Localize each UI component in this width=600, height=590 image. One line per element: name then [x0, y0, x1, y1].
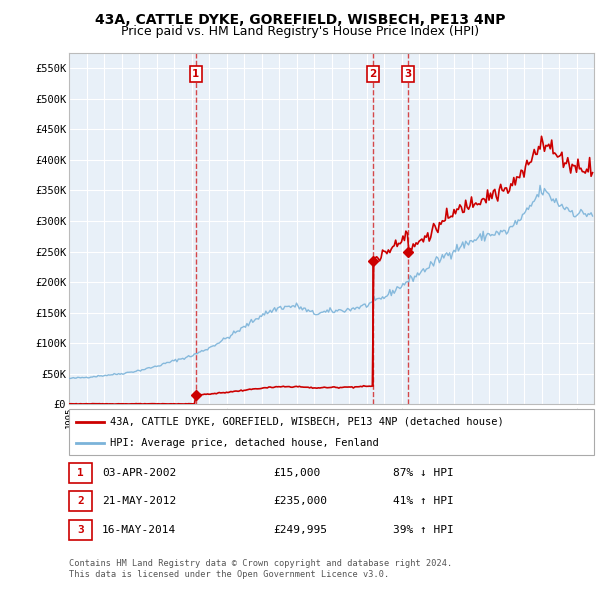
Text: Price paid vs. HM Land Registry's House Price Index (HPI): Price paid vs. HM Land Registry's House …	[121, 25, 479, 38]
Text: 21-MAY-2012: 21-MAY-2012	[102, 496, 176, 506]
Text: 41% ↑ HPI: 41% ↑ HPI	[393, 496, 454, 506]
Text: 03-APR-2002: 03-APR-2002	[102, 468, 176, 478]
Text: 1: 1	[192, 69, 199, 79]
Text: £249,995: £249,995	[273, 525, 327, 535]
Text: 3: 3	[404, 69, 412, 79]
Text: 43A, CATTLE DYKE, GOREFIELD, WISBECH, PE13 4NP (detached house): 43A, CATTLE DYKE, GOREFIELD, WISBECH, PE…	[110, 417, 503, 427]
Text: 1: 1	[77, 468, 84, 478]
Text: This data is licensed under the Open Government Licence v3.0.: This data is licensed under the Open Gov…	[69, 571, 389, 579]
Text: HPI: Average price, detached house, Fenland: HPI: Average price, detached house, Fenl…	[110, 438, 379, 448]
Text: 43A, CATTLE DYKE, GOREFIELD, WISBECH, PE13 4NP: 43A, CATTLE DYKE, GOREFIELD, WISBECH, PE…	[95, 13, 505, 27]
Text: 39% ↑ HPI: 39% ↑ HPI	[393, 525, 454, 535]
Text: 3: 3	[77, 525, 84, 535]
Text: 2: 2	[77, 496, 84, 506]
Text: Contains HM Land Registry data © Crown copyright and database right 2024.: Contains HM Land Registry data © Crown c…	[69, 559, 452, 568]
Text: 87% ↓ HPI: 87% ↓ HPI	[393, 468, 454, 478]
Text: 16-MAY-2014: 16-MAY-2014	[102, 525, 176, 535]
Text: £15,000: £15,000	[273, 468, 320, 478]
Text: £235,000: £235,000	[273, 496, 327, 506]
Text: 2: 2	[370, 69, 377, 79]
